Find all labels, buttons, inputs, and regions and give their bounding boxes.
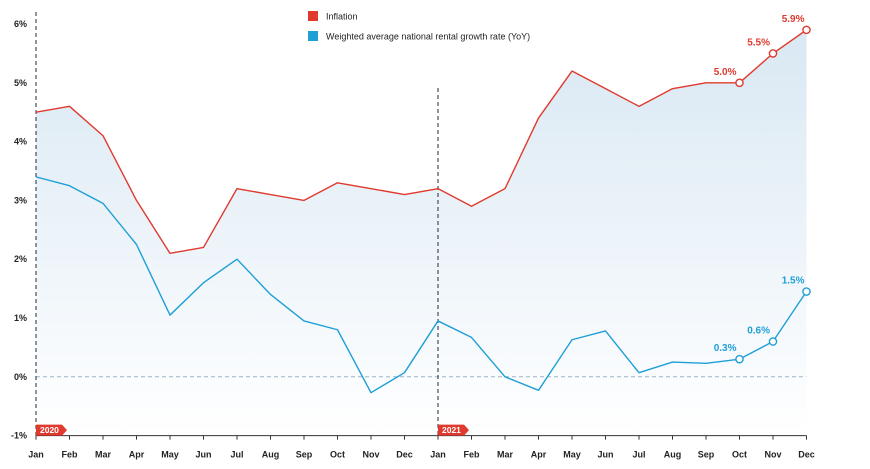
x-tick-label: Jan xyxy=(430,450,446,460)
data-label: 1.5% xyxy=(782,276,805,287)
x-tick-label: Aug xyxy=(664,450,682,460)
x-tick-label: Oct xyxy=(330,450,345,460)
x-tick-label: Mar xyxy=(497,450,514,460)
x-tick-label: Jan xyxy=(28,450,44,460)
area-fill-layer xyxy=(36,29,807,436)
legend: Inflation Weighted average national rent… xyxy=(308,11,530,42)
data-label-layer: 5.0% 5.5% 5.9% 0.3% 0.6% 1.5% xyxy=(714,14,805,354)
y-tick-label: -1% xyxy=(11,431,27,441)
x-tick-label: Sep xyxy=(296,450,313,460)
legend-swatch-rental-growth xyxy=(308,31,318,41)
y-tick-label: 5% xyxy=(14,78,27,88)
area-fill xyxy=(36,29,807,436)
data-point-marker xyxy=(802,287,811,296)
data-point-marker xyxy=(768,337,778,346)
x-tick-label: May xyxy=(161,450,179,460)
x-tick-label: Jul xyxy=(230,450,243,460)
x-tick-label: Jun xyxy=(195,450,211,460)
data-label: 5.9% xyxy=(782,14,805,25)
year-flag xyxy=(438,424,469,436)
data-label: 0.6% xyxy=(747,326,770,337)
year-flag-label: 2021 xyxy=(442,425,461,435)
year-flag-label: 2020 xyxy=(40,425,59,435)
x-tick-label: Jun xyxy=(597,450,613,460)
year-flag xyxy=(36,424,67,436)
legend-label-inflation: Inflation xyxy=(326,12,358,22)
data-label: 5.5% xyxy=(747,37,770,48)
x-tick-label: Jul xyxy=(632,450,645,460)
x-tick-label: Dec xyxy=(798,450,815,460)
y-tick-label: 0% xyxy=(14,372,27,382)
legend-label-rental-growth: Weighted average national rental growth … xyxy=(326,32,530,42)
legend-swatch-inflation xyxy=(308,11,318,21)
x-tick-label: Dec xyxy=(396,450,413,460)
data-point-marker xyxy=(735,354,744,364)
x-tick-label: Apr xyxy=(129,450,145,460)
x-tick-label: Mar xyxy=(95,450,112,460)
series-layer xyxy=(35,25,811,394)
series-line-inflation xyxy=(35,29,807,255)
y-tick-label: 4% xyxy=(14,137,27,147)
y-tick-label: 2% xyxy=(14,254,27,264)
data-point-marker xyxy=(735,78,744,88)
x-tick-label: Feb xyxy=(463,450,480,460)
x-tick-label: Feb xyxy=(61,450,78,460)
x-tick-label: Oct xyxy=(732,450,747,460)
x-tick-label: Aug xyxy=(262,450,280,460)
x-tick-label: Sep xyxy=(698,450,715,460)
x-tick-label: Nov xyxy=(362,450,379,460)
data-label: 5.0% xyxy=(714,67,737,78)
x-tick-label: Nov xyxy=(764,450,781,460)
y-tick-label: 6% xyxy=(14,19,27,29)
data-point-marker xyxy=(768,49,778,58)
series-line-rental-growth xyxy=(35,176,808,394)
x-tick-label: May xyxy=(563,450,581,460)
x-tick-label: Apr xyxy=(531,450,547,460)
y-tick-label: 3% xyxy=(14,195,27,205)
data-label: 0.3% xyxy=(714,343,737,354)
y-tick-label: 1% xyxy=(14,313,27,323)
axis-layer: 6%5%4%3%2%1%0%-1%Jan Feb Mar Apr May Jun Jul Au… xyxy=(11,12,815,460)
data-point-marker xyxy=(802,25,811,35)
